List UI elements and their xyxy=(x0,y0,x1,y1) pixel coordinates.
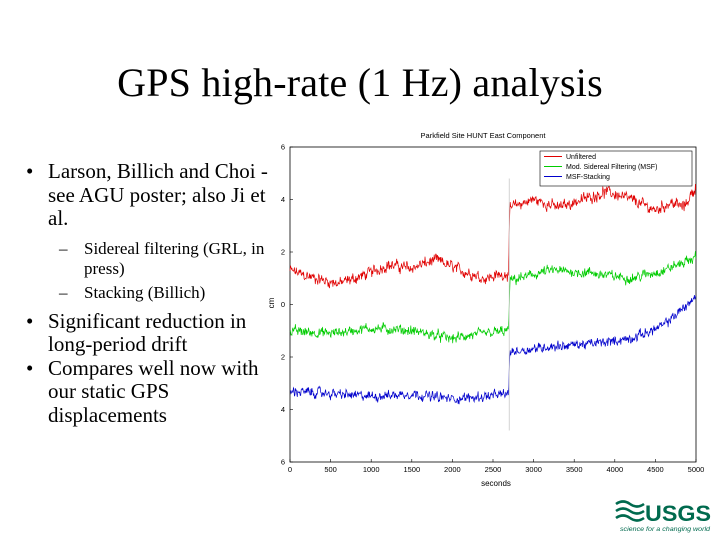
legend-label: MSF-Stacking xyxy=(566,174,610,181)
x-axis: 0 500 1000 1500 2000 2500 3000 3500 4000 4500 5000 xyxy=(288,459,704,474)
bullet-dot-icon: • xyxy=(26,159,34,183)
legend-box xyxy=(539,150,693,187)
sub-bullet-item: – Sidereal filtering (GRL, in press) xyxy=(26,239,276,279)
y-axis: 6 4 2 0 2 4 6 xyxy=(281,143,293,467)
series-group xyxy=(289,178,697,431)
logo-tagline: science for a changing world xyxy=(620,527,711,533)
y-tick-label: 0 xyxy=(281,300,285,309)
x-tick-label: 4000 xyxy=(606,465,623,474)
y-tick-label: 2 xyxy=(281,248,285,257)
usgs-wave-icon xyxy=(615,500,645,522)
x-tick-label: 1500 xyxy=(403,465,420,474)
series-line-2 xyxy=(289,295,697,405)
x-tick-label: 1000 xyxy=(363,465,380,474)
legend-label: Unfiltered xyxy=(566,154,596,161)
x-tick-label: 3500 xyxy=(566,465,583,474)
x-axis-label: seconds xyxy=(481,479,511,487)
sub-bullet-item: – Stacking (Billich) xyxy=(26,283,276,303)
chart-title: Parkfield Site HUNT East Component xyxy=(421,131,547,140)
series-line-0 xyxy=(289,183,697,289)
y-tick-label: 2 xyxy=(281,353,285,362)
x-tick-label: 4500 xyxy=(647,465,664,474)
plot-frame xyxy=(289,146,697,463)
bullet-item: • Larson, Billich and Choi - see AGU pos… xyxy=(26,159,276,231)
y-tick-label: 6 xyxy=(281,143,285,152)
slide-title: GPS high-rate (1 Hz) analysis xyxy=(117,60,603,105)
series-line-1 xyxy=(289,251,697,344)
y-tick-label: 4 xyxy=(281,195,285,204)
bullet-text: Significant reduction in long-period dri… xyxy=(48,308,247,356)
sub-bullet-text: Sidereal filtering (GRL, in press) xyxy=(84,238,265,278)
usgs-logo: USGS science for a changing world xyxy=(615,500,711,533)
x-tick-label: 0 xyxy=(288,465,292,474)
y-axis-label: cm xyxy=(267,297,276,308)
bullet-text: Larson, Billich and Choi - see AGU poste… xyxy=(48,159,268,230)
x-tick-label: 2000 xyxy=(444,465,461,474)
bullet-item: • Significant reduction in long-period d… xyxy=(26,308,276,357)
x-tick-label: 2500 xyxy=(485,465,502,474)
sub-bullet-dash-icon: – xyxy=(59,238,68,258)
legend: Unfiltered Mod. Sidereal Filtering (MSF) M… xyxy=(539,150,693,187)
bullet-dot-icon: • xyxy=(26,308,34,333)
bullet-item: • Compares well now with our static GPS … xyxy=(26,355,276,428)
legend-label: Mod. Sidereal Filtering (MSF) xyxy=(566,164,657,171)
y-tick-label: 4 xyxy=(281,405,285,414)
bullet-text: Compares well now with our static GPS di… xyxy=(48,355,259,427)
gps-east-component-chart: Parkfield Site HUNT East Component secon… xyxy=(267,131,704,487)
logo-word: USGS xyxy=(645,501,711,526)
x-tick-label: 500 xyxy=(324,465,337,474)
bullet-list: • Larson, Billich and Choi - see AGU pos… xyxy=(26,159,276,428)
y-tick-label: 6 xyxy=(281,458,285,467)
sub-bullet-text: Stacking (Billich) xyxy=(84,282,206,302)
sub-bullet-dash-icon: – xyxy=(59,282,68,302)
x-tick-label: 3000 xyxy=(525,465,542,474)
x-tick-label: 5000 xyxy=(688,465,705,474)
bullet-dot-icon: • xyxy=(26,355,34,380)
